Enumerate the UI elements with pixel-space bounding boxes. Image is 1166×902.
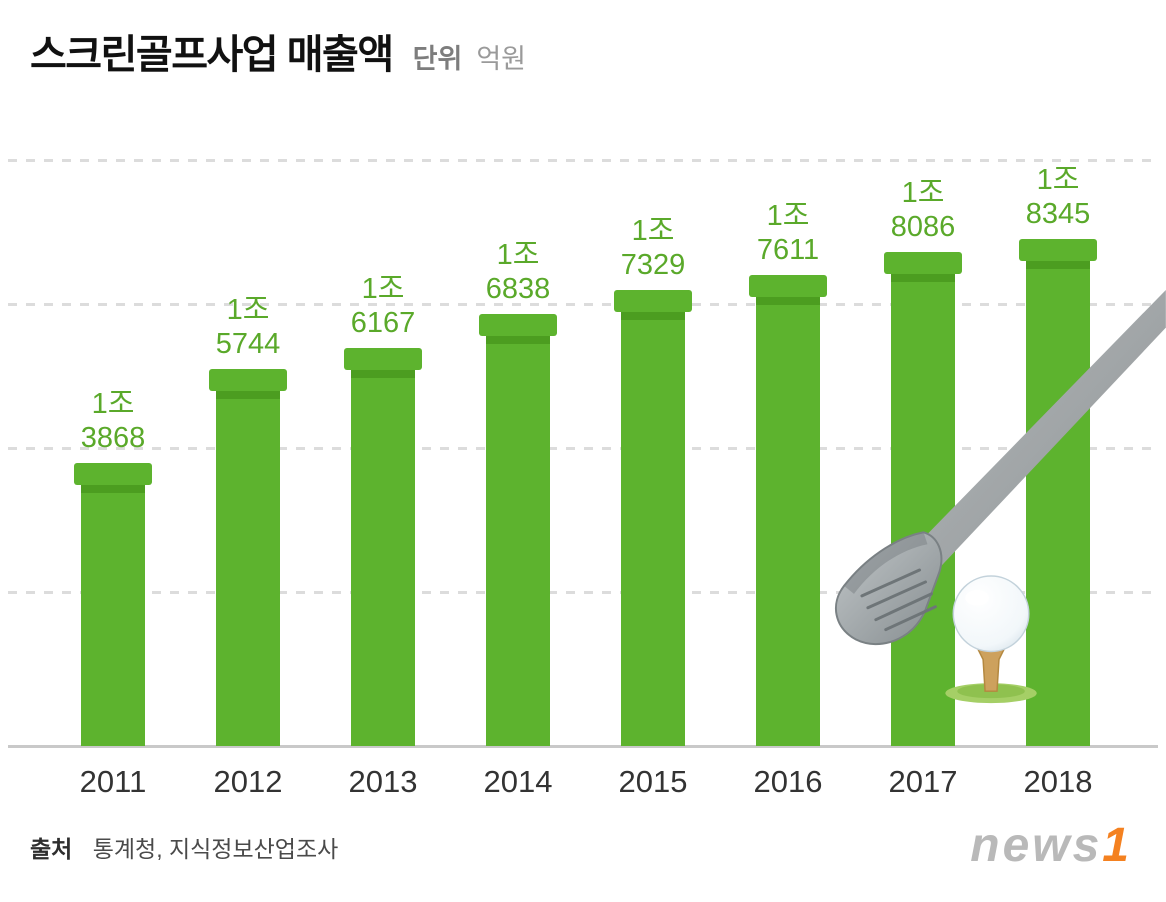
bar-2014: 1조 6838	[478, 239, 558, 746]
bar-body	[1026, 269, 1090, 746]
bar-value-label-2014: 1조 6838	[485, 239, 551, 305]
page-title: 스크린골프사업 매출액	[30, 33, 394, 77]
bar-value-label-2013: 1조 6167	[350, 273, 416, 339]
year-label-2011: 2011	[79, 764, 147, 799]
bar-2016: 1조 7611	[748, 200, 828, 746]
club-face-grooves	[860, 568, 937, 632]
golf-club-ball-illustration	[835, 289, 1166, 704]
bar-2017: 1조 8086	[883, 177, 963, 746]
bar-2013: 1조 6167	[343, 273, 423, 746]
bar-value-label-2018: 1조 8345	[1025, 164, 1091, 230]
bar-cap	[479, 314, 557, 336]
bar-cap-shadow	[891, 274, 955, 282]
bar-cap-shadow	[486, 336, 550, 344]
bar-body	[216, 399, 280, 746]
year-label-2013: 2013	[348, 764, 418, 799]
bar-2018: 1조 8345	[1018, 164, 1098, 746]
bar-cap-shadow	[351, 370, 415, 378]
bar-cap-shadow	[756, 297, 820, 305]
bar-body	[81, 493, 145, 746]
news1-logo-one: 1	[1102, 819, 1132, 872]
golf-ball	[952, 575, 1030, 653]
bar-value-label-2017: 1조 8086	[890, 177, 956, 243]
bar-value-label-2016: 1조 7611	[756, 200, 820, 266]
bar-body	[486, 344, 550, 746]
unit-value: 억원	[476, 44, 526, 74]
bar-cap-shadow	[81, 485, 145, 493]
gridline	[8, 159, 1158, 162]
bar-cap	[1019, 239, 1097, 261]
bar-2011: 1조 3868	[73, 388, 153, 746]
bar-cap	[74, 463, 152, 485]
bar-value-label-2015: 1조 7329	[620, 215, 686, 281]
bar-body	[756, 305, 820, 746]
bar-cap	[884, 252, 962, 274]
bar-cap-shadow	[1026, 261, 1090, 269]
year-label-2018: 2018	[1023, 764, 1093, 799]
bar-value-label-2012: 1조 5744	[215, 294, 281, 360]
unit-label: 단위	[412, 44, 463, 74]
news1-logo: news1	[970, 818, 1132, 873]
year-label-2015: 2015	[618, 764, 688, 799]
news1-logo-text: news	[970, 819, 1103, 872]
gridline	[8, 447, 1158, 450]
bar-value-label-2011: 1조 3868	[80, 388, 146, 454]
bar-cap	[344, 348, 422, 370]
gridline	[8, 303, 1158, 306]
bar-body	[891, 282, 955, 746]
bar-cap	[614, 290, 692, 312]
year-label-2017: 2017	[888, 764, 958, 799]
year-label-2014: 2014	[483, 764, 553, 799]
source-prefix: 출처	[30, 836, 73, 862]
gridline	[8, 591, 1158, 594]
bar-cap-shadow	[216, 391, 280, 399]
golf-club-shaft	[917, 289, 1166, 571]
bar-cap-shadow	[621, 312, 685, 320]
bar-body	[351, 378, 415, 746]
bar-2012: 1조 5744	[208, 294, 288, 746]
source-text: 통계청, 지식정보산업조사	[92, 836, 339, 862]
x-axis-line	[8, 745, 1158, 748]
year-label-2012: 2012	[213, 764, 283, 799]
year-label-2016: 2016	[753, 764, 823, 799]
bar-body	[621, 320, 685, 746]
chart-header: 스크린골프사업 매출액 단위 억원	[30, 22, 526, 80]
bar-2015: 1조 7329	[613, 215, 693, 746]
bar-cap	[209, 369, 287, 391]
bar-cap	[749, 275, 827, 297]
source-note: 출처 통계청, 지식정보산업조사	[30, 830, 338, 864]
